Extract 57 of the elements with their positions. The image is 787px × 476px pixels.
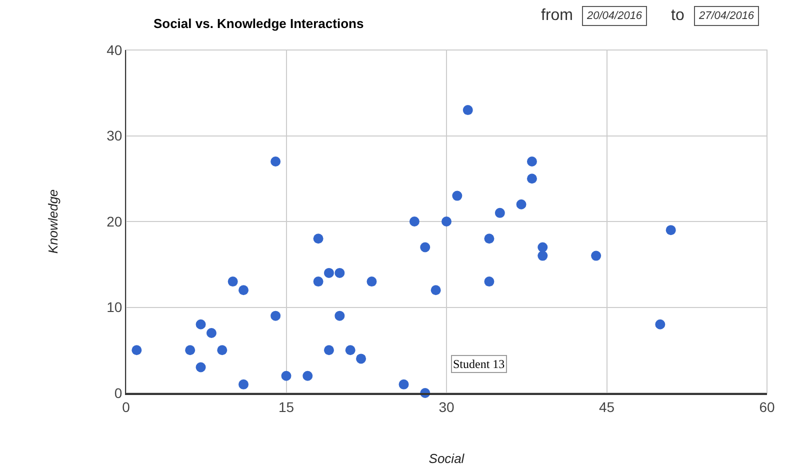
- x-tick-label: 30: [438, 398, 454, 415]
- point: [238, 285, 249, 296]
- point: [538, 242, 548, 252]
- point: [366, 276, 377, 287]
- y-tick-label: 0: [114, 384, 122, 401]
- point: [185, 345, 196, 356]
- point: [442, 216, 452, 226]
- point: [484, 276, 494, 287]
- point: [356, 354, 366, 364]
- point: [324, 345, 334, 356]
- point: [217, 345, 228, 356]
- point: [516, 199, 526, 210]
- point: [345, 345, 356, 356]
- point: [462, 105, 473, 116]
- y-axis-title: Knowledge: [46, 189, 61, 254]
- point: [538, 250, 548, 261]
- point: [494, 208, 505, 218]
- annotation: Student 13: [453, 357, 505, 371]
- point: [655, 319, 666, 330]
- y-tick-label: 40: [106, 42, 122, 58]
- y-tick-label: 20: [106, 213, 122, 230]
- point: [484, 234, 494, 244]
- point: [430, 285, 441, 296]
- point: [313, 234, 324, 244]
- point: [420, 242, 430, 252]
- point: [526, 174, 537, 184]
- point: [334, 268, 345, 278]
- point: [270, 310, 281, 321]
- point: [281, 370, 292, 381]
- point: [398, 379, 409, 390]
- point: [302, 370, 313, 381]
- y-tick-label: 30: [106, 128, 122, 144]
- chart-title: Social vs. Knowledge Interactions: [153, 16, 364, 32]
- text: from: [541, 7, 573, 24]
- text: to: [671, 7, 684, 24]
- point: [196, 319, 206, 330]
- point: [334, 310, 345, 321]
- point: [313, 276, 324, 287]
- point: [238, 379, 249, 390]
- point: [206, 328, 216, 338]
- point: [526, 156, 537, 166]
- point: [324, 268, 334, 278]
- point: [409, 216, 420, 226]
- point: [270, 156, 281, 166]
- text: 20/04/2016: [586, 10, 643, 22]
- y-tick-label: 10: [106, 299, 122, 316]
- x-axis-title: Social: [428, 450, 466, 466]
- point: [591, 250, 602, 261]
- point: [666, 225, 676, 236]
- text: 27/04/2016: [698, 10, 755, 22]
- x-tick-label: 45: [598, 398, 615, 415]
- point: [196, 362, 206, 372]
- x-tick-label: 60: [759, 398, 775, 415]
- point: [132, 345, 142, 356]
- x-tick-label: 15: [278, 398, 294, 415]
- point: [228, 276, 238, 287]
- point: [452, 190, 462, 201]
